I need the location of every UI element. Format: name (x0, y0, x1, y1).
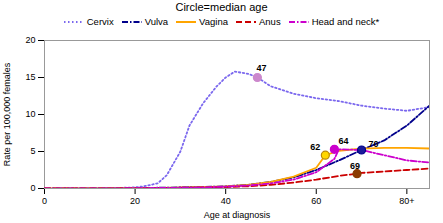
svg-text:5: 5 (30, 146, 35, 156)
svg-text:Age at diagnosis: Age at diagnosis (204, 210, 271, 220)
svg-text:40: 40 (221, 196, 231, 206)
html-text:Head and neck*: Head and neck* (311, 16, 380, 27)
svg-text:69: 69 (350, 161, 360, 171)
svg-text:80+: 80+ (399, 196, 414, 206)
svg-text:20: 20 (130, 196, 140, 206)
html-text:Vagina: Vagina (199, 16, 228, 27)
svg-text:20: 20 (25, 35, 35, 45)
html-text:Circle=median age: Circle=median age (175, 1, 268, 13)
svg-text:15: 15 (25, 72, 35, 82)
svg-text:10: 10 (25, 109, 35, 119)
svg-text:47: 47 (256, 63, 266, 73)
svg-text:0: 0 (42, 196, 47, 206)
svg-text:Rate per 100,000 females: Rate per 100,000 females (2, 62, 12, 166)
html-text:Anus: Anus (259, 16, 281, 27)
svg-text:70: 70 (369, 139, 379, 149)
svg-text:60: 60 (311, 196, 321, 206)
html-text:Vulva: Vulva (144, 16, 169, 27)
svg-text:64: 64 (338, 136, 348, 146)
svg-text:62: 62 (310, 142, 320, 152)
html-text:Cervix: Cervix (86, 16, 114, 27)
svg-text:0: 0 (30, 183, 35, 193)
